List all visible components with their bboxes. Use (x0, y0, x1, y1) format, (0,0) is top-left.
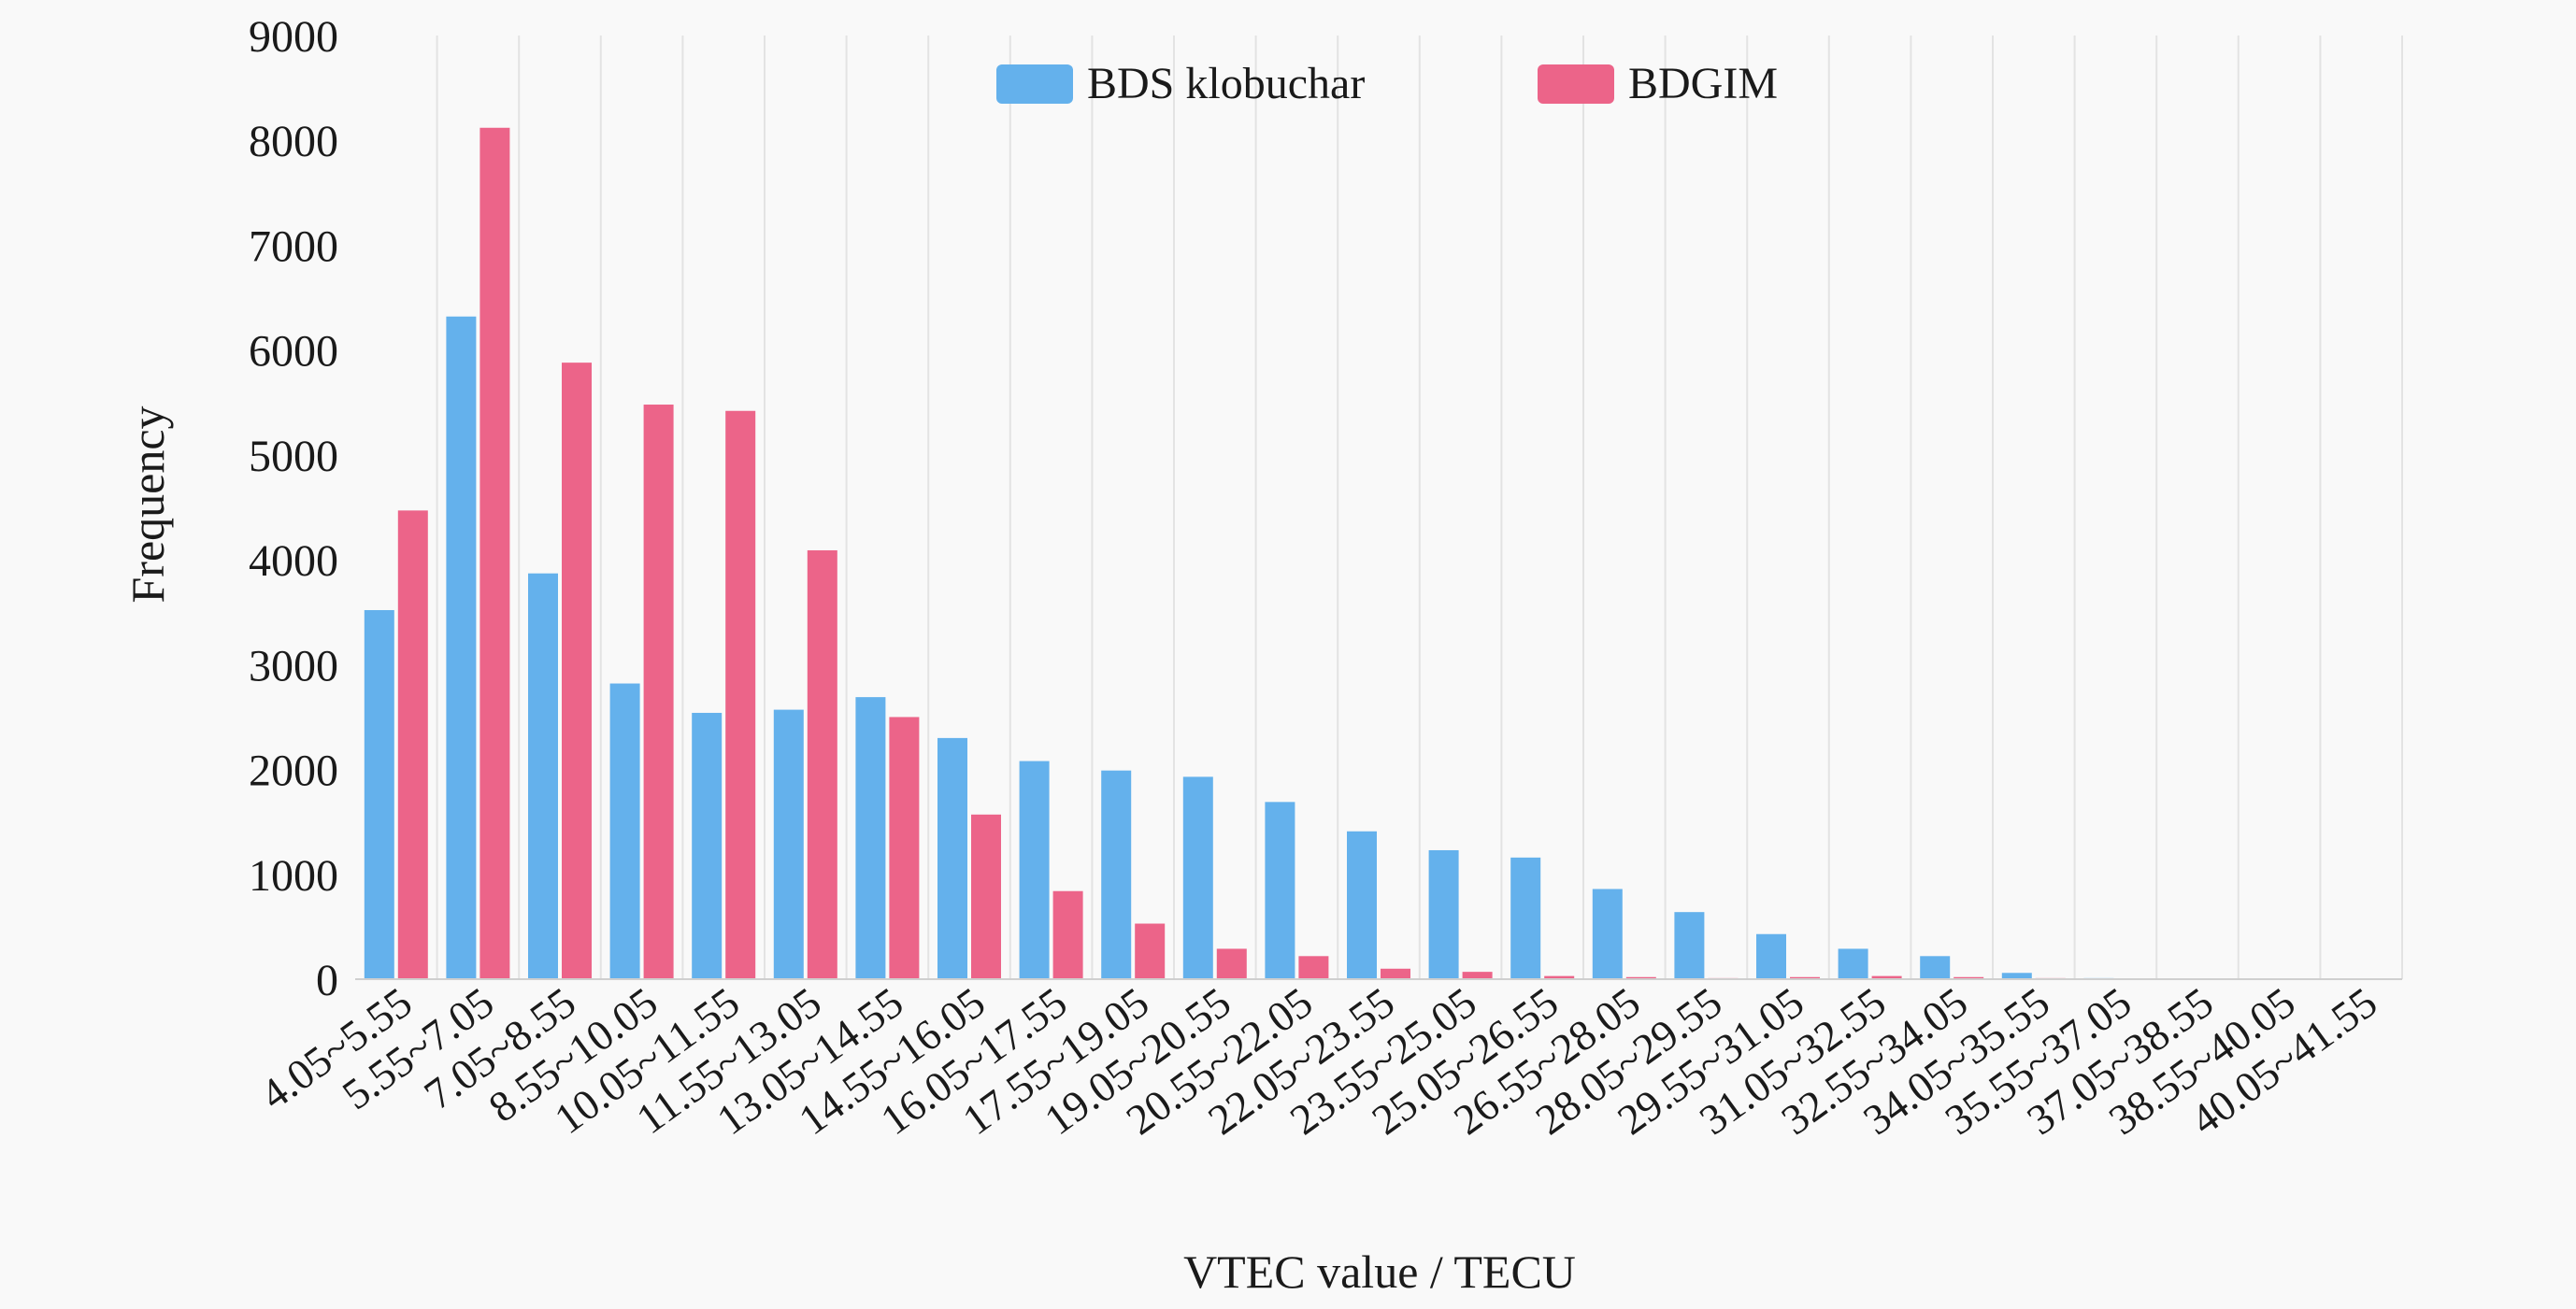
bar-bdgim[interactable] (479, 127, 510, 979)
bar-bdgim[interactable] (643, 405, 674, 979)
bar-bdgim[interactable] (397, 510, 428, 979)
bar-bdgim[interactable] (1052, 890, 1083, 979)
bar-bds-klobuchar[interactable] (1428, 849, 1459, 979)
bar-bdgim[interactable] (971, 814, 1001, 979)
y-tick-label: 5000 (249, 432, 338, 481)
bar-bds-klobuchar[interactable] (692, 712, 723, 979)
bar-bdgim[interactable] (1462, 972, 1493, 979)
bar-bds-klobuchar[interactable] (1019, 761, 1050, 979)
bar-bds-klobuchar[interactable] (855, 697, 886, 979)
legend-label-bds-klobuchar[interactable]: BDS klobuchar (1087, 59, 1365, 108)
y-axis-title: Frequency (122, 406, 174, 603)
bar-bds-klobuchar[interactable] (609, 683, 640, 979)
bar-bds-klobuchar[interactable] (1265, 802, 1295, 979)
y-tick-label: 0 (316, 956, 338, 1005)
bar-bds-klobuchar[interactable] (1510, 857, 1541, 979)
bar-bds-klobuchar[interactable] (1838, 948, 1868, 979)
legend-swatch-bds-klobuchar[interactable] (996, 64, 1073, 104)
grid-layer (436, 36, 2403, 979)
bar-bds-klobuchar[interactable] (1182, 776, 1213, 979)
bar-bdgim[interactable] (562, 363, 592, 980)
bar-bdgim[interactable] (1544, 975, 1575, 979)
bar-layer (364, 127, 2394, 980)
bar-bds-klobuchar[interactable] (364, 609, 394, 979)
legend-label-bdgim[interactable]: BDGIM (1628, 59, 1778, 108)
bar-bdgim[interactable] (1625, 976, 1656, 979)
bar-bdgim[interactable] (725, 410, 756, 979)
y-tick-label: 9000 (249, 12, 338, 62)
y-tick-label: 2000 (249, 747, 338, 796)
y-tick-label: 7000 (249, 221, 338, 271)
bar-bdgim[interactable] (1790, 976, 1820, 979)
x-axis-title: VTEC value / TECU (1183, 1245, 1576, 1298)
bar-bds-klobuchar[interactable] (2001, 973, 2032, 979)
y-tick-label: 8000 (249, 117, 338, 166)
bar-bdgim[interactable] (1381, 968, 1410, 979)
bar-bds-klobuchar[interactable] (1592, 889, 1623, 979)
bar-bdgim[interactable] (1135, 923, 1166, 979)
bar-bds-klobuchar[interactable] (937, 737, 967, 979)
bar-bds-klobuchar[interactable] (1920, 956, 1951, 979)
bar-bdgim[interactable] (1298, 956, 1329, 979)
legend-swatch-bdgim[interactable] (1538, 64, 1614, 104)
bar-bds-klobuchar[interactable] (1347, 831, 1377, 979)
bar-bds-klobuchar[interactable] (1674, 912, 1705, 979)
bar-bdgim[interactable] (1871, 975, 1902, 979)
y-tick-label: 6000 (249, 327, 338, 377)
bar-bds-klobuchar[interactable] (773, 709, 804, 979)
bar-bdgim[interactable] (889, 717, 920, 979)
bar-bds-klobuchar[interactable] (1101, 770, 1132, 979)
bar-bds-klobuchar[interactable] (1756, 933, 1786, 979)
bar-bds-klobuchar[interactable] (446, 316, 477, 979)
legend: BDS klobuchar BDGIM (996, 59, 1778, 108)
bar-bdgim[interactable] (807, 550, 837, 979)
y-tick-label: 1000 (249, 851, 338, 901)
bar-bdgim[interactable] (1216, 948, 1247, 979)
bar-bds-klobuchar[interactable] (528, 573, 558, 979)
y-tick-label: 4000 (249, 536, 338, 586)
bar-bdgim[interactable] (1953, 976, 1984, 979)
y-tick-label: 3000 (249, 641, 338, 690)
